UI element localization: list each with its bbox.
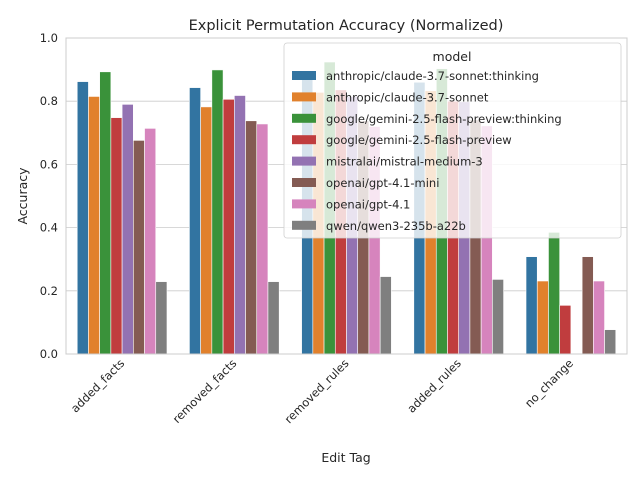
bar: [155, 281, 168, 355]
bar: [88, 96, 100, 355]
legend-swatch: [292, 135, 316, 145]
bar: [133, 140, 145, 355]
bar: [256, 123, 269, 355]
legend-swatch: [292, 71, 316, 80]
bar: [536, 280, 549, 355]
legend-swatch: [292, 199, 316, 209]
bar: [99, 71, 112, 355]
bar: [548, 232, 560, 355]
plot-frame: [65, 37, 628, 355]
legend-title: model: [433, 49, 472, 64]
y-tick-label: 0.8: [40, 94, 58, 108]
legend-entry: google/gemini-2.5-flash-preview: [326, 133, 512, 147]
x-axis-label: Edit Tag: [321, 450, 370, 465]
bar: [492, 279, 504, 355]
legend-swatch: [292, 92, 316, 102]
y-tick-label: 0.6: [40, 157, 58, 171]
legend-entry: anthropic/claude-3.7-sonnet: [326, 90, 489, 104]
legend-entry: mistralai/mistral-medium-3: [326, 155, 483, 169]
bar: [121, 104, 134, 355]
y-axis-label: Accuracy: [15, 167, 30, 225]
y-tick-label: 0.4: [40, 221, 58, 235]
bar: [110, 117, 123, 355]
y-tick-label: 1.0: [40, 31, 58, 45]
legend-entry: anthropic/claude-3.7-sonnet:thinking: [326, 69, 539, 83]
legend-entry: google/gemini-2.5-flash-preview:thinking: [326, 112, 562, 126]
bar: [267, 281, 280, 355]
bar: [76, 81, 89, 355]
bar: [144, 128, 157, 355]
bar: [234, 95, 246, 355]
bar: [525, 256, 538, 355]
bar: [189, 87, 201, 355]
bar: [200, 106, 213, 355]
bar: [604, 329, 617, 355]
bar: [245, 120, 258, 355]
bar: [211, 69, 224, 355]
bar: [379, 276, 392, 355]
bar: [581, 256, 594, 355]
legend-entry: openai/gpt-4.1: [326, 197, 410, 211]
legend-entry: qwen/qwen3-235b-a22b: [326, 219, 466, 233]
y-tick-label: 0.0: [40, 347, 58, 361]
legend-frame: [283, 42, 622, 239]
legend-entry: openai/gpt-4.1-mini: [326, 176, 439, 190]
bar: [593, 280, 605, 355]
bar: [559, 305, 572, 355]
legend: model anthropic/claude-3.7-sonnet:thinki…: [283, 42, 622, 239]
bar: [222, 99, 235, 355]
chart-title: Explicit Permutation Accuracy (Normalize…: [189, 18, 504, 34]
legend-swatch: [292, 113, 316, 123]
legend-swatch: [292, 220, 316, 230]
legend-swatch: [292, 156, 316, 166]
legend-swatch: [292, 178, 316, 187]
y-tick-label: 0.2: [40, 284, 58, 298]
